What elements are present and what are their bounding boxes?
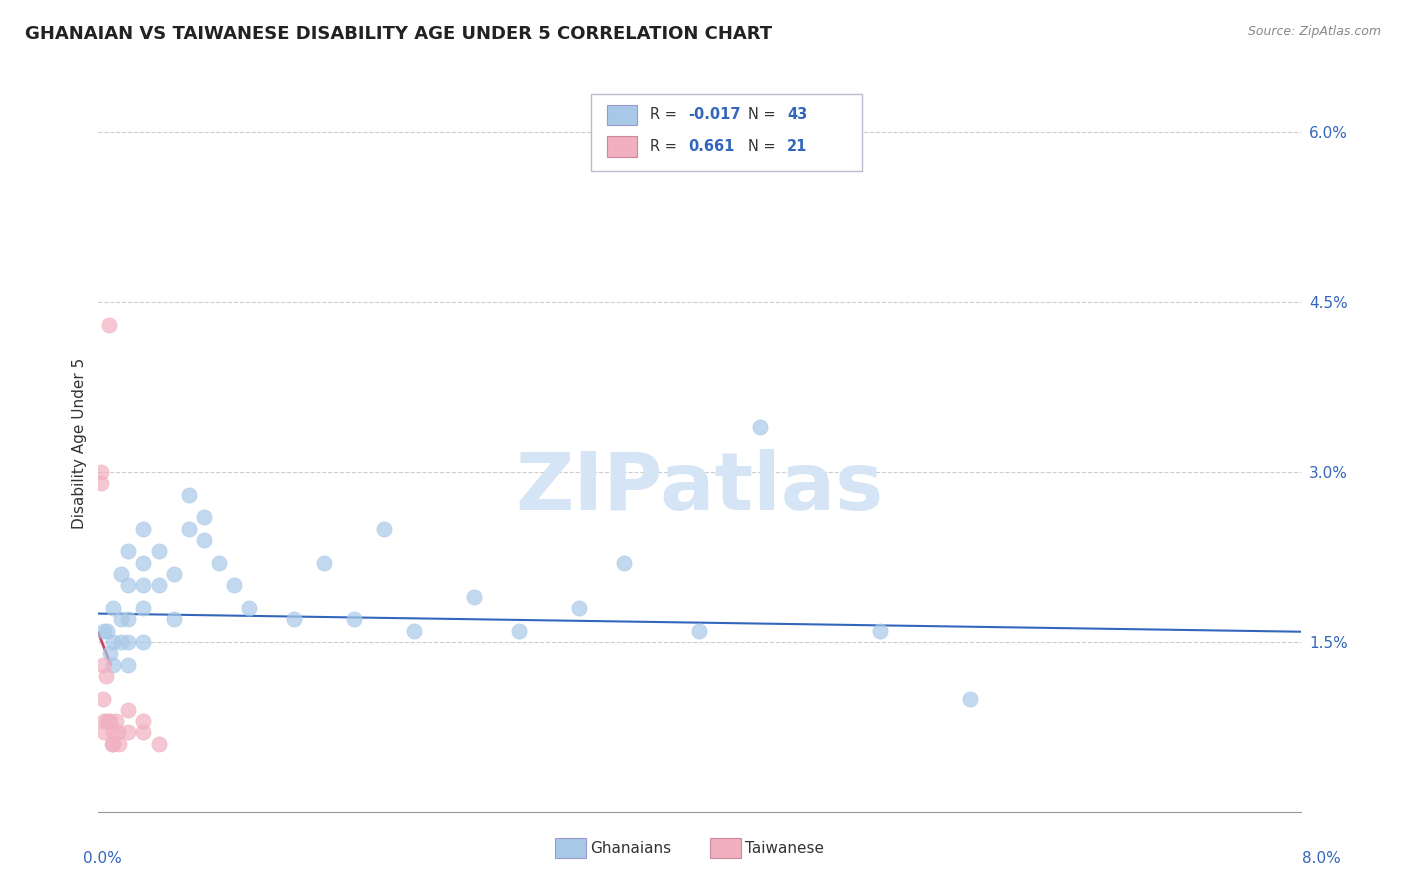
Text: N =: N = — [748, 139, 780, 154]
Text: 0.0%: 0.0% — [83, 851, 122, 865]
Point — [117, 657, 139, 672]
Point — [132, 714, 155, 728]
Point — [93, 624, 115, 638]
Point — [132, 556, 155, 570]
Point — [103, 725, 125, 739]
Point — [132, 725, 155, 739]
Point — [132, 635, 155, 649]
Point — [110, 612, 132, 626]
Point — [162, 566, 184, 581]
Point — [103, 737, 125, 751]
Text: N =: N = — [748, 107, 780, 122]
Point — [148, 544, 170, 558]
Point — [96, 714, 118, 728]
Point — [117, 635, 139, 649]
Point — [117, 544, 139, 558]
Point — [90, 476, 112, 491]
Point — [283, 612, 305, 626]
FancyBboxPatch shape — [592, 95, 862, 171]
Text: GHANAIAN VS TAIWANESE DISABILITY AGE UNDER 5 CORRELATION CHART: GHANAIAN VS TAIWANESE DISABILITY AGE UND… — [25, 25, 772, 43]
Point — [312, 556, 335, 570]
Point — [117, 612, 139, 626]
Point — [96, 624, 118, 638]
Point — [107, 725, 129, 739]
Point — [93, 725, 115, 739]
Point — [110, 566, 132, 581]
Point — [688, 624, 710, 638]
Text: 0.661: 0.661 — [689, 139, 735, 154]
Point — [568, 601, 591, 615]
FancyBboxPatch shape — [607, 104, 637, 125]
FancyBboxPatch shape — [607, 136, 637, 157]
Text: Source: ZipAtlas.com: Source: ZipAtlas.com — [1247, 25, 1381, 38]
Text: Taiwanese: Taiwanese — [745, 841, 824, 855]
Point — [373, 522, 395, 536]
Point — [132, 578, 155, 592]
Text: 21: 21 — [787, 139, 807, 154]
Point — [94, 669, 117, 683]
Point — [208, 556, 231, 570]
Point — [91, 657, 114, 672]
Point — [97, 318, 120, 332]
Point — [959, 691, 981, 706]
Point — [463, 590, 485, 604]
Point — [869, 624, 891, 638]
Point — [117, 578, 139, 592]
Point — [222, 578, 245, 592]
Point — [193, 533, 215, 547]
Text: Ghanaians: Ghanaians — [591, 841, 672, 855]
Point — [100, 646, 122, 660]
Text: R =: R = — [650, 107, 682, 122]
Point — [117, 725, 139, 739]
Point — [110, 635, 132, 649]
Point — [343, 612, 366, 626]
Point — [103, 601, 125, 615]
Point — [748, 419, 770, 434]
Text: ZIPatlas: ZIPatlas — [516, 449, 883, 527]
Text: -0.017: -0.017 — [689, 107, 741, 122]
Y-axis label: Disability Age Under 5: Disability Age Under 5 — [72, 359, 87, 529]
Point — [117, 703, 139, 717]
Point — [177, 522, 200, 536]
Point — [148, 737, 170, 751]
Point — [108, 737, 131, 751]
Point — [105, 714, 128, 728]
Text: 43: 43 — [787, 107, 807, 122]
Point — [103, 635, 125, 649]
Point — [90, 465, 112, 479]
Point — [101, 737, 124, 751]
Point — [148, 578, 170, 592]
Point — [193, 510, 215, 524]
Point — [402, 624, 425, 638]
Point — [162, 612, 184, 626]
Point — [91, 691, 114, 706]
Point — [132, 522, 155, 536]
Point — [100, 714, 122, 728]
Text: R =: R = — [650, 139, 682, 154]
Point — [93, 714, 115, 728]
Point — [238, 601, 260, 615]
Point — [508, 624, 530, 638]
Point — [103, 657, 125, 672]
Point — [132, 601, 155, 615]
Point — [613, 556, 636, 570]
Point — [177, 488, 200, 502]
Text: 8.0%: 8.0% — [1302, 851, 1341, 865]
